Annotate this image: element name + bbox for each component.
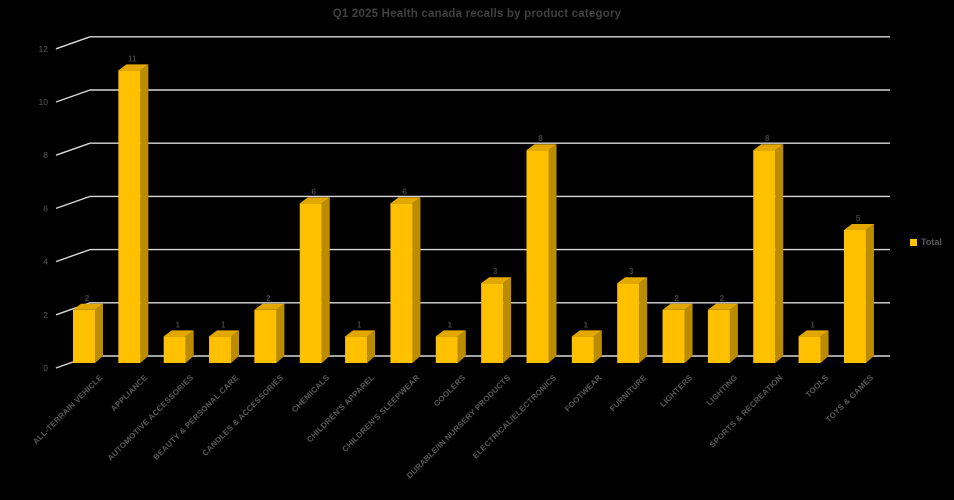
- bar-side-children-s-sleepwear: [412, 197, 421, 363]
- bar-top-appliance: [118, 64, 149, 71]
- bar-value-label: 11: [128, 54, 137, 63]
- bar-value-label: 1: [448, 320, 453, 329]
- chart-legend: Total: [910, 237, 942, 247]
- bar-top-lighters: [662, 303, 693, 310]
- bar-top-children-s-sleepwear: [390, 197, 421, 204]
- bar-side-coolers: [457, 330, 466, 363]
- bar-top-toys-games: [843, 224, 874, 230]
- chart-title: Q1 2025 Health canada recalls by product…: [332, 8, 622, 20]
- legend-swatch-total: [910, 238, 917, 246]
- bar-side-electrical-electronics: [548, 144, 557, 363]
- bar-value-label: 1: [175, 320, 180, 329]
- gridline-depth-tick: [55, 142, 91, 156]
- bar-coolers: [435, 336, 458, 363]
- bar-side-automotive-accessories: [185, 330, 194, 363]
- bar-top-furniture: [617, 277, 648, 284]
- y-axis-tick-label: 2: [43, 310, 48, 320]
- gridline-depth-tick: [55, 89, 91, 103]
- y-axis-tick-label: 6: [43, 203, 48, 213]
- bar-all-terrain-vehicle: [73, 309, 95, 363]
- bar-tools: [798, 336, 821, 363]
- bar-top-children-s-apparel: [345, 330, 376, 337]
- gridline-depth-tick: [55, 195, 91, 210]
- bar-value-label: 1: [357, 320, 362, 329]
- bar-value-label: 2: [85, 294, 90, 303]
- bar-automotive-accessories: [163, 336, 186, 363]
- bar-appliance: [118, 70, 141, 364]
- bar-side-furniture: [639, 277, 648, 363]
- bar-side-all-terrain-vehicle: [95, 303, 103, 363]
- bar-side-tools: [820, 330, 829, 363]
- gridline-depth-tick: [55, 36, 91, 50]
- recalls-bar-chart: Q1 2025 Health canada recalls by product…: [31, 8, 942, 480]
- bar-top-candles-accessories: [254, 303, 285, 310]
- bar-value-label: 6: [402, 187, 407, 196]
- y-axis-tick-label: 0: [43, 363, 48, 373]
- bar-chemicals: [299, 203, 322, 363]
- bar-side-appliance: [140, 64, 149, 364]
- bar-side-footwear: [593, 330, 602, 363]
- bar-top-beauty-personal-care: [209, 330, 240, 337]
- bar-side-sports-recreation: [775, 144, 784, 363]
- bar-sports-recreation: [753, 150, 776, 363]
- bar-top-sports-recreation: [753, 144, 784, 151]
- bar-value-label: 2: [674, 294, 679, 303]
- bar-value-label: 5: [856, 214, 861, 223]
- y-axis-tick-label: 8: [43, 150, 48, 160]
- bar-top-all-terrain-vehicle: [73, 303, 103, 310]
- bar-side-lighting: [729, 303, 738, 363]
- bar-top-footwear: [571, 330, 602, 337]
- bar-toys-games: [843, 230, 866, 363]
- bar-value-label: 2: [720, 294, 725, 303]
- gridline-depth-tick: [55, 248, 91, 263]
- y-axis-tick-label: 10: [39, 97, 49, 107]
- bar-value-label: 1: [584, 320, 589, 329]
- bar-side-candles-accessories: [276, 303, 285, 363]
- bar-top-chemicals: [299, 197, 330, 204]
- bar-top-electrical-electronics: [526, 144, 557, 151]
- bar-top-coolers: [435, 330, 466, 337]
- y-axis-tick-label: 4: [43, 257, 48, 267]
- bar-value-label: 1: [810, 320, 815, 329]
- bar-value-label: 8: [765, 134, 770, 143]
- bar-electrical-electronics: [526, 150, 549, 363]
- bar-children-s-sleepwear: [390, 203, 413, 363]
- bar-lighting: [707, 309, 730, 363]
- bar-top-tools: [798, 330, 829, 337]
- bar-value-label: 3: [493, 267, 498, 276]
- bar-candles-accessories: [254, 309, 277, 363]
- bar-side-beauty-personal-care: [231, 330, 240, 363]
- bar-lighters: [662, 309, 685, 363]
- y-axis-tick-label: 12: [39, 44, 49, 54]
- bar-side-chemicals: [321, 197, 330, 363]
- bar-value-label: 3: [629, 267, 634, 276]
- bar-side-children-s-apparel: [367, 330, 376, 363]
- bar-top-automotive-accessories: [163, 330, 194, 337]
- bar-footwear: [571, 336, 594, 363]
- bar-side-lighters: [684, 303, 693, 363]
- bar-top-lighting: [707, 303, 738, 310]
- bar-side-durable-in-nursery-products: [503, 277, 512, 363]
- bar-value-label: 6: [312, 187, 317, 196]
- legend-label-total: Total: [921, 237, 942, 247]
- bar-beauty-personal-care: [209, 336, 232, 363]
- bar-furniture: [617, 283, 640, 363]
- bar-side-toys-games: [865, 224, 874, 363]
- bar-value-label: 8: [538, 134, 543, 143]
- bar-value-label: 1: [221, 320, 226, 329]
- bar-value-label: 2: [266, 294, 271, 303]
- bar-children-s-apparel: [345, 336, 368, 363]
- bar-top-durable-in-nursery-products: [481, 277, 512, 284]
- bar-durable-in-nursery-products: [481, 283, 504, 363]
